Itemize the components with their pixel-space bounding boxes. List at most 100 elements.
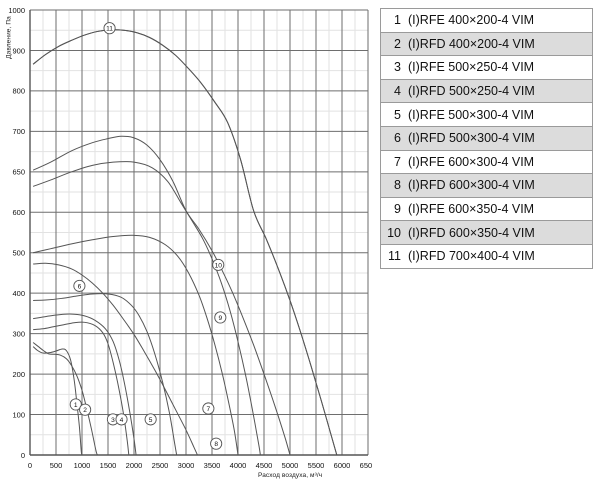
legend-row-label: (I)RFD 600×350-4 VIM bbox=[408, 225, 535, 240]
curve-marker-circle bbox=[210, 437, 223, 450]
curve-marker-number: 3 bbox=[111, 417, 115, 424]
legend-row-number: 4 bbox=[394, 84, 401, 99]
legend-row: 7 (I)RFE 600×300-4 VIM bbox=[381, 150, 592, 175]
curve-line bbox=[33, 262, 198, 455]
x-tick-label: 1500 bbox=[100, 461, 117, 470]
x-tick-label: 500 bbox=[50, 461, 63, 470]
curve-marker: 6 bbox=[73, 279, 86, 292]
curve-marker: 11 bbox=[103, 22, 116, 35]
curve-line bbox=[33, 313, 137, 455]
curve-line bbox=[33, 293, 178, 455]
legend-row: 6 (I)RFD 500×300-4 VIM bbox=[381, 126, 592, 151]
legend-row: 3 (I)RFE 500×250-4 VIM bbox=[381, 56, 592, 80]
legend-row-number: 5 bbox=[394, 107, 401, 122]
curve-marker: 1 bbox=[69, 398, 82, 411]
y-tick-label: 1000 bbox=[8, 6, 25, 15]
legend-row-label: (I)RFE 500×250-4 VIM bbox=[408, 60, 535, 75]
y-tick-label: 100 bbox=[12, 410, 25, 419]
y-tick-label: 200 bbox=[12, 370, 25, 379]
legend-row-label: (I)RFE 400×200-4 VIM bbox=[408, 13, 535, 28]
legend-row: 5 (I)RFE 500×300-4 VIM bbox=[381, 103, 592, 127]
legend-row-number: 1 bbox=[394, 13, 401, 28]
x-tick-label: 3000 bbox=[178, 461, 195, 470]
curve-marker: 10 bbox=[212, 258, 225, 271]
curve-marker-number: 5 bbox=[149, 417, 153, 424]
x-tick-label: 5500 bbox=[308, 461, 325, 470]
curve-marker-number: 8 bbox=[214, 441, 218, 448]
y-tick-label: 500 bbox=[12, 249, 25, 258]
legend-row-label: (I)RFE 600×350-4 VIM bbox=[408, 202, 535, 217]
legend-row-number: 7 bbox=[394, 154, 401, 169]
y-tick-label: 300 bbox=[12, 329, 25, 338]
y-tick-label: 700 bbox=[12, 127, 25, 136]
x-tick-label: 4500 bbox=[256, 461, 273, 470]
curve-line bbox=[32, 342, 99, 455]
legend-row-label: (I)RFD 500×300-4 VIM bbox=[408, 131, 535, 146]
x-tick-label: 4000 bbox=[230, 461, 247, 470]
x-tick-label: 2500 bbox=[152, 461, 169, 470]
y-tick-label: 800 bbox=[12, 87, 25, 96]
curve-marker-circle bbox=[115, 413, 128, 426]
legend-row: 11 (I)RFD 700×400-4 VIM bbox=[381, 244, 592, 269]
legend-row-number: 3 bbox=[394, 60, 401, 75]
x-axis-title: Расход воздуха, м³/ч bbox=[258, 472, 323, 479]
legend-table: 1 (I)RFE 400×200-4 VIM 2 (I)RFD 400×200-4 V… bbox=[380, 8, 593, 269]
curve-marker-number: 2 bbox=[83, 407, 87, 414]
legend-row: 4 (I)RFD 500×250-4 VIM bbox=[381, 79, 592, 104]
plot-canvas: 0 500 1000 1500 2000 2500 3000 3500 4000 4500 5000… bbox=[8, 6, 372, 470]
curve-line bbox=[33, 321, 130, 455]
curve-line bbox=[32, 29, 338, 455]
legend-row-label: (I)RFE 500×300-4 VIM bbox=[408, 107, 535, 122]
curve-line bbox=[32, 346, 83, 455]
curve-marker-circle bbox=[214, 311, 227, 324]
curve-marker-circle bbox=[79, 403, 92, 416]
legend-row-label: (I)RFD 600×300-4 VIM bbox=[408, 178, 535, 193]
y-axis-title: Давление, Па bbox=[5, 16, 13, 59]
legend-row-number: 2 bbox=[394, 36, 401, 51]
curve-marker-circle bbox=[202, 402, 215, 415]
y-tick-label: 600 bbox=[12, 208, 25, 217]
legend-row-number: 6 bbox=[394, 131, 401, 146]
curve-marker: 8 bbox=[210, 437, 223, 450]
curve-marker-number: 9 bbox=[218, 315, 222, 322]
curve-line bbox=[33, 234, 239, 455]
curve-line bbox=[32, 135, 291, 455]
curve-marker-number: 1 bbox=[74, 402, 78, 409]
curve-marker: 9 bbox=[214, 311, 227, 324]
y-tick-label: 400 bbox=[12, 289, 25, 298]
legend-row-label: (I)RFE 600×300-4 VIM bbox=[408, 154, 535, 169]
curve-marker-circle bbox=[212, 258, 225, 271]
curve-marker-number: 11 bbox=[106, 26, 113, 33]
x-tick-label: 1000 bbox=[74, 461, 91, 470]
legend-row-number: 9 bbox=[394, 202, 401, 217]
legend-row-label: (I)RFD 500×250-4 VIM bbox=[408, 84, 535, 99]
legend-row-number: 8 bbox=[394, 178, 401, 193]
legend-row: 10 (I)RFD 600×350-4 VIM bbox=[381, 221, 592, 245]
curve-marker: 5 bbox=[144, 413, 157, 426]
x-tick-label: 0 bbox=[28, 461, 32, 470]
legend-row-number: 10 bbox=[387, 225, 401, 240]
curve-marker-circle bbox=[73, 279, 86, 292]
y-tick-label: 650 bbox=[12, 168, 25, 177]
curve-marker-number: 7 bbox=[207, 406, 211, 413]
curve-line bbox=[32, 161, 261, 455]
curve-marker: 4 bbox=[115, 413, 128, 426]
curve-marker-number: 6 bbox=[78, 283, 82, 290]
x-tick-label: 2000 bbox=[126, 461, 143, 470]
y-tick-label: 900 bbox=[12, 46, 25, 55]
curve-marker-number: 10 bbox=[215, 262, 223, 269]
legend-row-label: (I)RFD 400×200-4 VIM bbox=[408, 36, 535, 51]
curve-marker-circle bbox=[103, 22, 116, 35]
curve-marker-circle bbox=[144, 413, 157, 426]
fan-performance-chart: 0 500 1000 1500 2000 2500 3000 3500 4000 4500 5000… bbox=[5, 6, 373, 479]
curve-marker: 2 bbox=[79, 403, 92, 416]
x-tick-label: 5000 bbox=[282, 461, 299, 470]
curves-group bbox=[32, 29, 338, 455]
legend-row: 8 (I)RFD 600×300-4 VIM bbox=[381, 174, 592, 198]
legend-row-number: 11 bbox=[388, 249, 401, 264]
curve-marker: 7 bbox=[202, 402, 215, 415]
legend-row: 2 (I)RFD 400×200-4 VIM bbox=[381, 32, 592, 57]
x-tick-label: 6000 bbox=[334, 461, 351, 470]
